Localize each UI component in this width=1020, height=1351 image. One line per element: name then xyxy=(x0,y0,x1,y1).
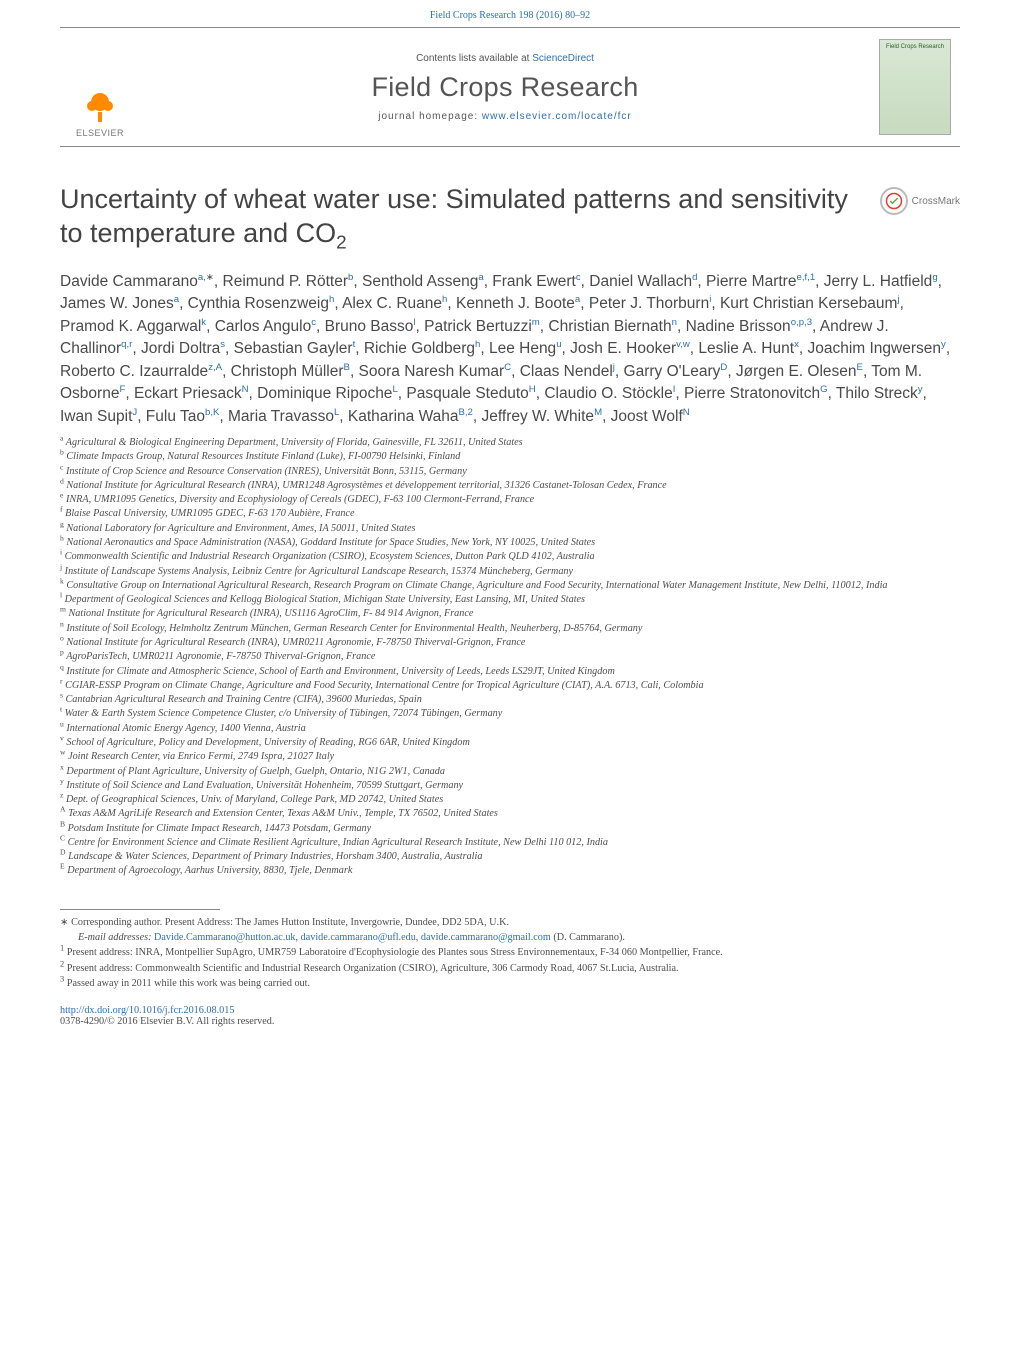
affiliation-item: k Consultative Group on International Ag… xyxy=(60,579,960,593)
footnote-1: 1 Present address: INRA, Montpellier Sup… xyxy=(60,946,960,960)
affiliation-item: e INRA, UMR1095 Genetics, Diversity and … xyxy=(60,493,960,507)
issn-copyright-line: 0378-4290/© 2016 Elsevier B.V. All right… xyxy=(60,1016,960,1027)
elsevier-tree-icon xyxy=(80,86,120,126)
affiliation-item: C Centre for Environment Science and Cli… xyxy=(60,836,960,850)
publisher-name: ELSEVIER xyxy=(76,128,124,138)
contents-available-line: Contents lists available at ScienceDirec… xyxy=(140,53,870,64)
affiliation-item: B Potsdam Institute for Climate Impact R… xyxy=(60,822,960,836)
affiliation-item: y Institute of Soil Science and Land Eva… xyxy=(60,779,960,793)
footnote-1-text: Present address: INRA, Montpellier SupAg… xyxy=(67,947,723,958)
affiliation-item: u International Atomic Energy Agency, 14… xyxy=(60,722,960,736)
journal-masthead: ELSEVIER Contents lists available at Sci… xyxy=(60,27,960,147)
footnote-3-text: Passed away in 2011 while this work was … xyxy=(67,978,310,989)
affiliation-item: D Landscape & Water Sciences, Department… xyxy=(60,850,960,864)
affiliation-item: b Climate Impacts Group, Natural Resourc… xyxy=(60,450,960,464)
article-title-row: Uncertainty of wheat water use: Simulate… xyxy=(60,183,960,255)
contents-label: Contents lists available at xyxy=(416,53,532,64)
citation-text[interactable]: Field Crops Research 198 (2016) 80–92 xyxy=(430,10,590,21)
journal-homepage-link[interactable]: www.elsevier.com/locate/fcr xyxy=(482,111,632,122)
crossmark-label: CrossMark xyxy=(912,196,960,207)
title-subscript: 2 xyxy=(336,232,347,253)
affiliation-item: E Department of Agroecology, Aarhus Univ… xyxy=(60,864,960,878)
sciencedirect-link[interactable]: ScienceDirect xyxy=(532,53,594,64)
title-text: Uncertainty of wheat water use: Simulate… xyxy=(60,184,848,248)
affiliation-item: f Blaise Pascal University, UMR1095 GDEC… xyxy=(60,507,960,521)
affiliation-item: m National Institute for Agricultural Re… xyxy=(60,607,960,621)
email-link-2[interactable]: davide.cammarano@ufl.edu xyxy=(301,932,416,943)
footnotes-block: ∗ Corresponding author. Present Address:… xyxy=(60,916,960,991)
footnote-2: 2 Present address: Commonwealth Scientif… xyxy=(60,962,960,976)
affiliation-item: n Institute of Soil Ecology, Helmholtz Z… xyxy=(60,622,960,636)
crossmark-badge[interactable]: CrossMark xyxy=(880,187,960,215)
affiliation-item: r CGIAR-ESSP Program on Climate Change, … xyxy=(60,679,960,693)
article-title: Uncertainty of wheat water use: Simulate… xyxy=(60,183,860,255)
author-list: Davide Cammaranoa,∗, Reimund P. Rötterb,… xyxy=(60,271,960,428)
affiliation-item: t Water & Earth System Science Competenc… xyxy=(60,707,960,721)
footnote-separator xyxy=(60,909,220,910)
affiliation-list: a Agricultural & Biological Engineering … xyxy=(60,436,960,879)
header-citation: Field Crops Research 198 (2016) 80–92 xyxy=(0,0,1020,27)
journal-cover-block: Field Crops Research xyxy=(870,28,960,146)
email-addresses-line: E-mail addresses: Davide.Cammarano@hutto… xyxy=(60,931,960,945)
journal-homepage-line: journal homepage: www.elsevier.com/locat… xyxy=(140,111,870,122)
affiliation-item: o National Institute for Agricultural Re… xyxy=(60,636,960,650)
affiliation-item: w Joint Research Center, via Enrico Ferm… xyxy=(60,750,960,764)
doi-link[interactable]: http://dx.doi.org/10.1016/j.fcr.2016.08.… xyxy=(60,1005,234,1016)
affiliation-item: x Department of Plant Agriculture, Unive… xyxy=(60,765,960,779)
affiliation-item: h National Aeronautics and Space Adminis… xyxy=(60,536,960,550)
affiliation-item: z Dept. of Geographical Sciences, Univ. … xyxy=(60,793,960,807)
affiliation-item: l Department of Geological Sciences and … xyxy=(60,593,960,607)
affiliation-item: a Agricultural & Biological Engineering … xyxy=(60,436,960,450)
email-tail: (D. Cammarano). xyxy=(551,932,625,943)
journal-title: Field Crops Research xyxy=(140,72,870,103)
footnote-2-text: Present address: Commonwealth Scientific… xyxy=(67,963,679,974)
masthead-center: Contents lists available at ScienceDirec… xyxy=(140,28,870,146)
email-label: E-mail addresses: xyxy=(78,932,154,943)
email-link-1[interactable]: Davide.Cammarano@hutton.ac.uk xyxy=(154,932,296,943)
doi-block: http://dx.doi.org/10.1016/j.fcr.2016.08.… xyxy=(60,1005,960,1027)
crossmark-icon xyxy=(880,187,908,215)
affiliation-item: q Institute for Climate and Atmospheric … xyxy=(60,665,960,679)
corresponding-author-note: ∗ Corresponding author. Present Address:… xyxy=(60,916,960,930)
affiliation-item: p AgroParisTech, UMR0211 Agronomie, F-78… xyxy=(60,650,960,664)
email-link-3[interactable]: davide.cammarano@gmail.com xyxy=(421,932,551,943)
homepage-label: journal homepage: xyxy=(378,111,482,122)
affiliation-item: A Texas A&M AgriLife Research and Extens… xyxy=(60,807,960,821)
cover-thumb-title: Field Crops Research xyxy=(884,44,946,50)
publisher-logo-block: ELSEVIER xyxy=(60,28,140,146)
journal-cover-thumbnail[interactable]: Field Crops Research xyxy=(879,39,951,135)
affiliation-item: v School of Agriculture, Policy and Deve… xyxy=(60,736,960,750)
affiliation-item: s Cantabrian Agricultural Research and T… xyxy=(60,693,960,707)
affiliation-item: d National Institute for Agricultural Re… xyxy=(60,479,960,493)
affiliation-item: j Institute of Landscape Systems Analysi… xyxy=(60,565,960,579)
footnote-3: 3 Passed away in 2011 while this work wa… xyxy=(60,977,960,991)
affiliation-item: i Commonwealth Scientific and Industrial… xyxy=(60,550,960,564)
affiliation-item: c Institute of Crop Science and Resource… xyxy=(60,465,960,479)
affiliation-item: g National Laboratory for Agriculture an… xyxy=(60,522,960,536)
